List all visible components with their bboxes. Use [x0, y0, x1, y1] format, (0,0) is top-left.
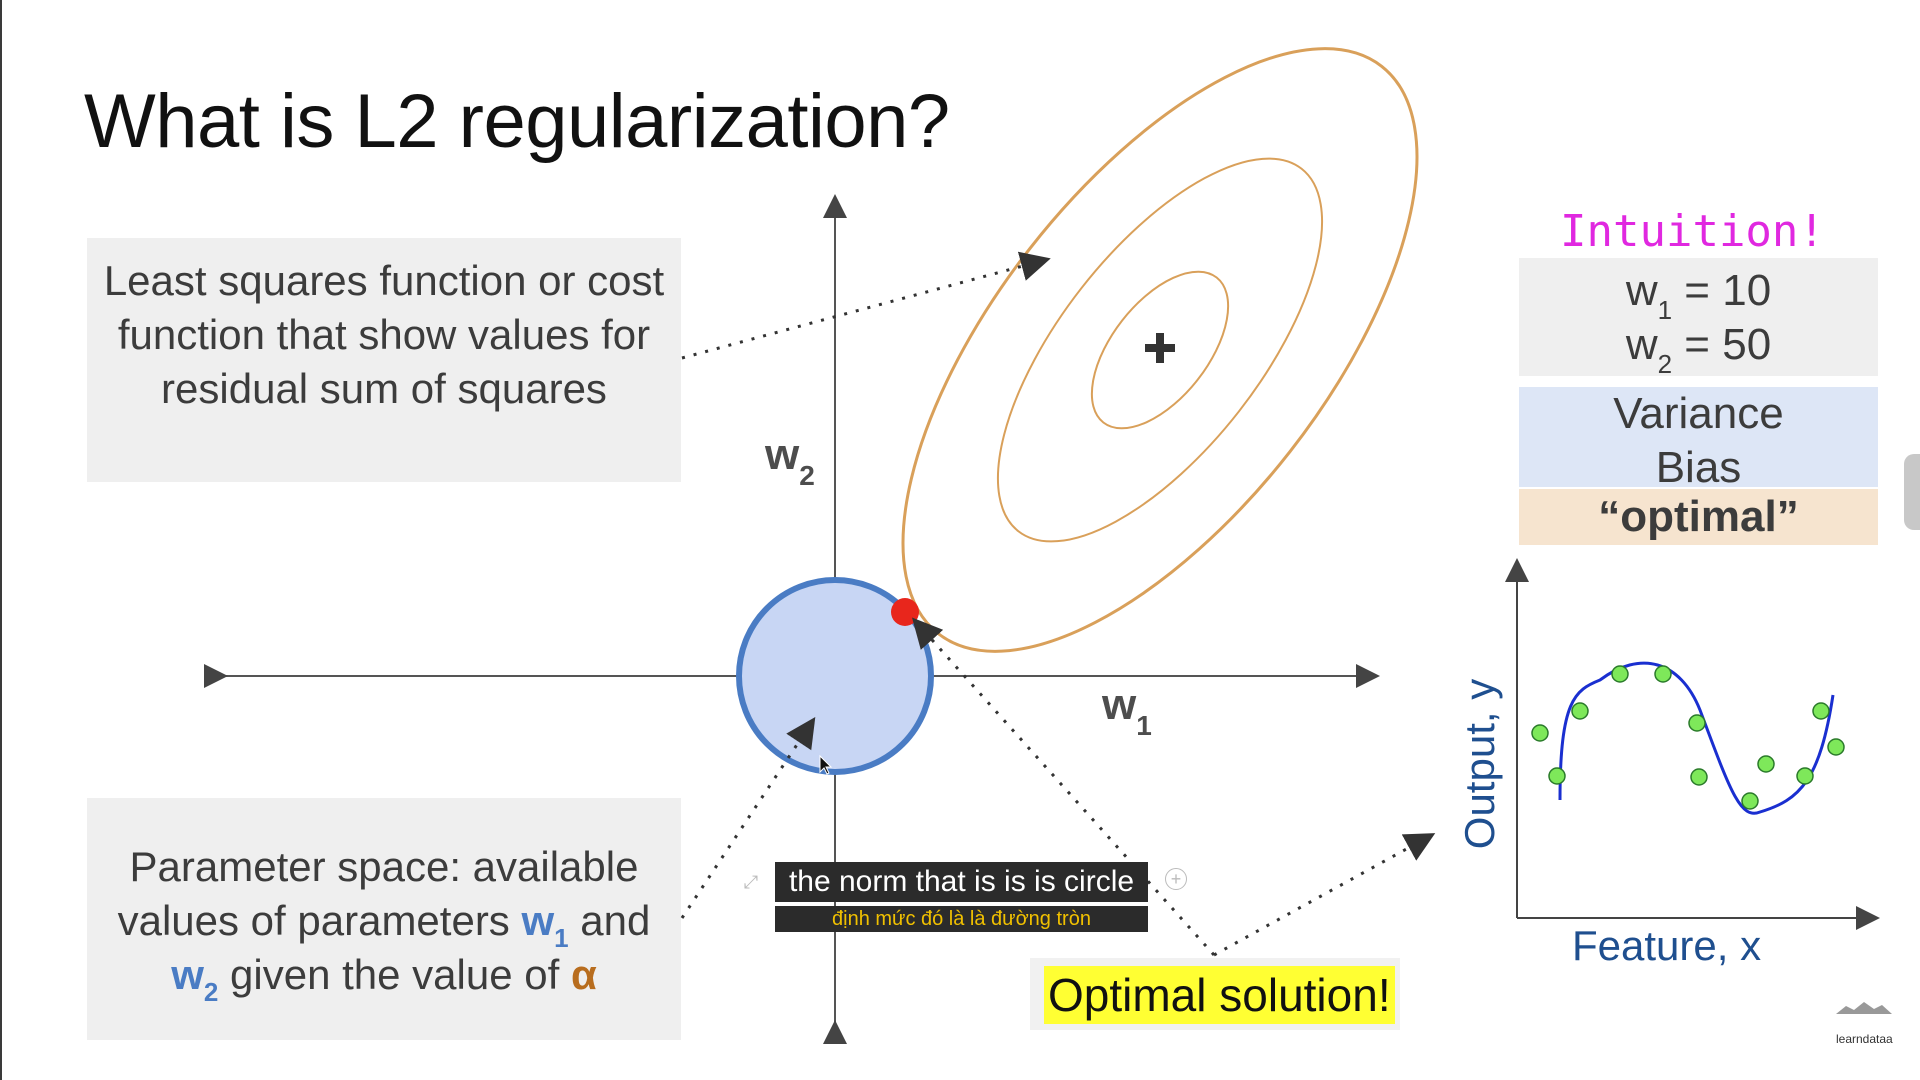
bias-label: Bias [1655, 443, 1742, 492]
watermark-logo-icon [1836, 1002, 1892, 1014]
param-suffix: given the value of [230, 951, 560, 998]
window-edge [0, 0, 2, 1080]
data-point [1690, 768, 1708, 786]
w1-value-line: w1 = 10 [1625, 266, 1772, 325]
least-squares-box: Least squares function or cost function … [87, 238, 681, 482]
data-point [1812, 702, 1830, 720]
data-point [1688, 714, 1706, 732]
parameter-space-box: Parameter space: available values of par… [87, 798, 681, 1040]
slide-title: What is L2 regularization? [84, 79, 950, 164]
mouse-cursor-icon [819, 754, 833, 775]
w1-axis-label: w1 [1102, 680, 1152, 741]
w2-axis-label: w2 [765, 430, 815, 491]
variance-bias-cell: Variance Bias [1519, 387, 1878, 492]
optimal-solution-box: Optimal solution! [1030, 958, 1400, 1030]
intuition-heading: Intuition! [1560, 206, 1825, 257]
param-alpha: α [570, 951, 597, 998]
center-plus-icon [1145, 333, 1175, 363]
fit-plot-xlabel: Feature, x [1572, 922, 1762, 969]
data-point [1611, 665, 1629, 683]
caption-expand-icon[interactable]: ⤢ [743, 872, 759, 892]
variance-label: Variance [1613, 389, 1784, 438]
watermark-text: learndataa [1836, 1032, 1893, 1046]
side-panel-handle[interactable] [1904, 454, 1920, 530]
param-w2: w2 [171, 951, 219, 1007]
optimal-cell: “optimal” [1519, 489, 1878, 545]
param-w1: w1 [521, 897, 569, 953]
data-point [1796, 767, 1814, 785]
caption-translation: định mức đó là là đường tròn [775, 906, 1148, 932]
data-points [1531, 665, 1845, 810]
data-point [1571, 702, 1589, 720]
pointer-optimal [911, 617, 1216, 957]
fit-plot-ylabel: Output, y [1456, 678, 1503, 850]
param-prefix: Parameter space: available values of par… [117, 843, 639, 944]
least-squares-text: Least squares function or cost function … [103, 257, 665, 412]
optimal-point [891, 598, 919, 626]
pointer-least-squares [681, 251, 1051, 360]
caption-text: the norm that is is is circle [775, 862, 1148, 902]
w2-value-line: w2 = 50 [1625, 320, 1772, 379]
pointer-to-plot [1213, 833, 1436, 957]
data-point [1548, 767, 1566, 785]
fit-curve [1558, 661, 1835, 815]
optimal-solution-label: Optimal solution! [1044, 966, 1395, 1024]
data-point [1531, 724, 1549, 742]
data-point [1757, 755, 1775, 773]
caption-add-icon[interactable]: + [1165, 868, 1187, 890]
param-and: and [580, 897, 651, 944]
data-point [1827, 738, 1845, 756]
data-point [1654, 665, 1672, 683]
contour-inner [1090, 270, 1230, 430]
intuition-weights: w1 = 10 w2 = 50 [1519, 258, 1878, 379]
contour-middle [996, 157, 1324, 543]
data-point [1741, 792, 1759, 810]
